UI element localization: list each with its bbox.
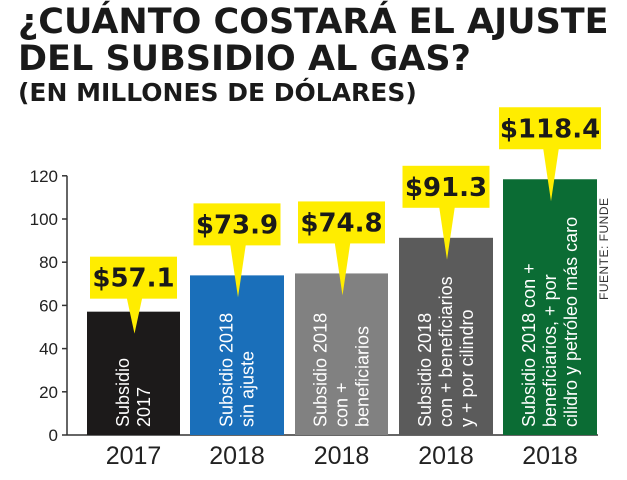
value-callout-pointer (334, 241, 351, 296)
source-note: FUENTE: FUNDE (597, 197, 611, 301)
value-callout-pointer (230, 243, 246, 298)
bar-inner-label: Subsidio 2017 (113, 358, 154, 427)
value-callout-box (90, 256, 177, 299)
x-tick-label: 2018 (522, 442, 578, 470)
chart-title: ¿CUÁNTO COSTARÁ EL AJUSTE DEL SUBSIDIO A… (18, 2, 609, 108)
bar-inner-label-line: beneficiarios (353, 326, 373, 427)
x-tick-label: 2018 (314, 442, 370, 470)
y-tick-label: 40 (39, 340, 58, 359)
value-label: $74.8 (300, 208, 382, 238)
value-label: $73.9 (196, 210, 278, 240)
value-callout-box (298, 201, 385, 244)
value-label: $57.1 (92, 264, 174, 294)
bar-inner-label-line: 2017 (134, 387, 154, 427)
bar-inner-label-line: cilidro y petróleo más caro (561, 217, 581, 427)
bar (295, 273, 388, 435)
bar (87, 311, 180, 435)
value-label: $91.3 (405, 173, 487, 203)
bar-inner-label-line: sin ajuste (238, 351, 258, 427)
bar-inner-label: Subsidio 2018 con + beneficiarios y + por … (415, 276, 477, 427)
value-label: $118.4 (500, 114, 600, 144)
x-tick-label: 2017 (106, 442, 162, 470)
x-tick-label: 2018 (209, 442, 265, 470)
bar-inner-label-line: Subsidio (113, 358, 133, 427)
value-callout-pointer (543, 147, 559, 202)
y-tick-label: 60 (39, 296, 58, 315)
bar-inner-label-line: Subsidio 2018 con + (519, 263, 539, 427)
value-callout-pointer (439, 205, 455, 260)
title-line-3: (EN MILLONES DE DÓLARES) (18, 78, 417, 108)
title-line-2: DEL SUBSIDIO AL GAS? (18, 39, 471, 80)
y-tick-label: 80 (39, 253, 58, 272)
value-callout-box (402, 165, 490, 208)
bar-inner-label-line: Subsidio 2018 (311, 313, 331, 427)
y-tick-label: 0 (49, 426, 58, 445)
bar-inner-label-line: Subsidio 2018 (415, 313, 435, 427)
bar-inner-label: Subsidio 2018 con + beneficiarios, + por c… (519, 217, 581, 427)
title-line-1: ¿CUÁNTO COSTARÁ EL AJUSTE (18, 2, 609, 42)
bar-inner-label: Subsidio 2018 con + beneficiarios (311, 313, 373, 427)
bar-inner-label: Subsidio 2018 sin ajuste (217, 313, 258, 427)
value-callout-box (499, 107, 601, 150)
y-tick-label: 100 (30, 210, 58, 229)
y-tick-label: 20 (39, 383, 58, 402)
bar (399, 237, 493, 435)
bar-inner-label-line: beneficiarios, + por (540, 274, 560, 427)
bar-inner-label-line: con + beneficiarios (436, 276, 456, 427)
bar-inner-label-line: Subsidio 2018 (217, 313, 237, 427)
bar-inner-label-line: con + (332, 382, 352, 427)
value-callout-box (193, 203, 281, 246)
value-callout-pointer (126, 296, 143, 334)
x-tick-label: 2018 (418, 442, 474, 470)
bar (190, 275, 284, 435)
bar-inner-label-line: y + por cilindro (457, 309, 477, 427)
bar (503, 179, 597, 435)
y-tick-label: 120 (30, 167, 58, 186)
